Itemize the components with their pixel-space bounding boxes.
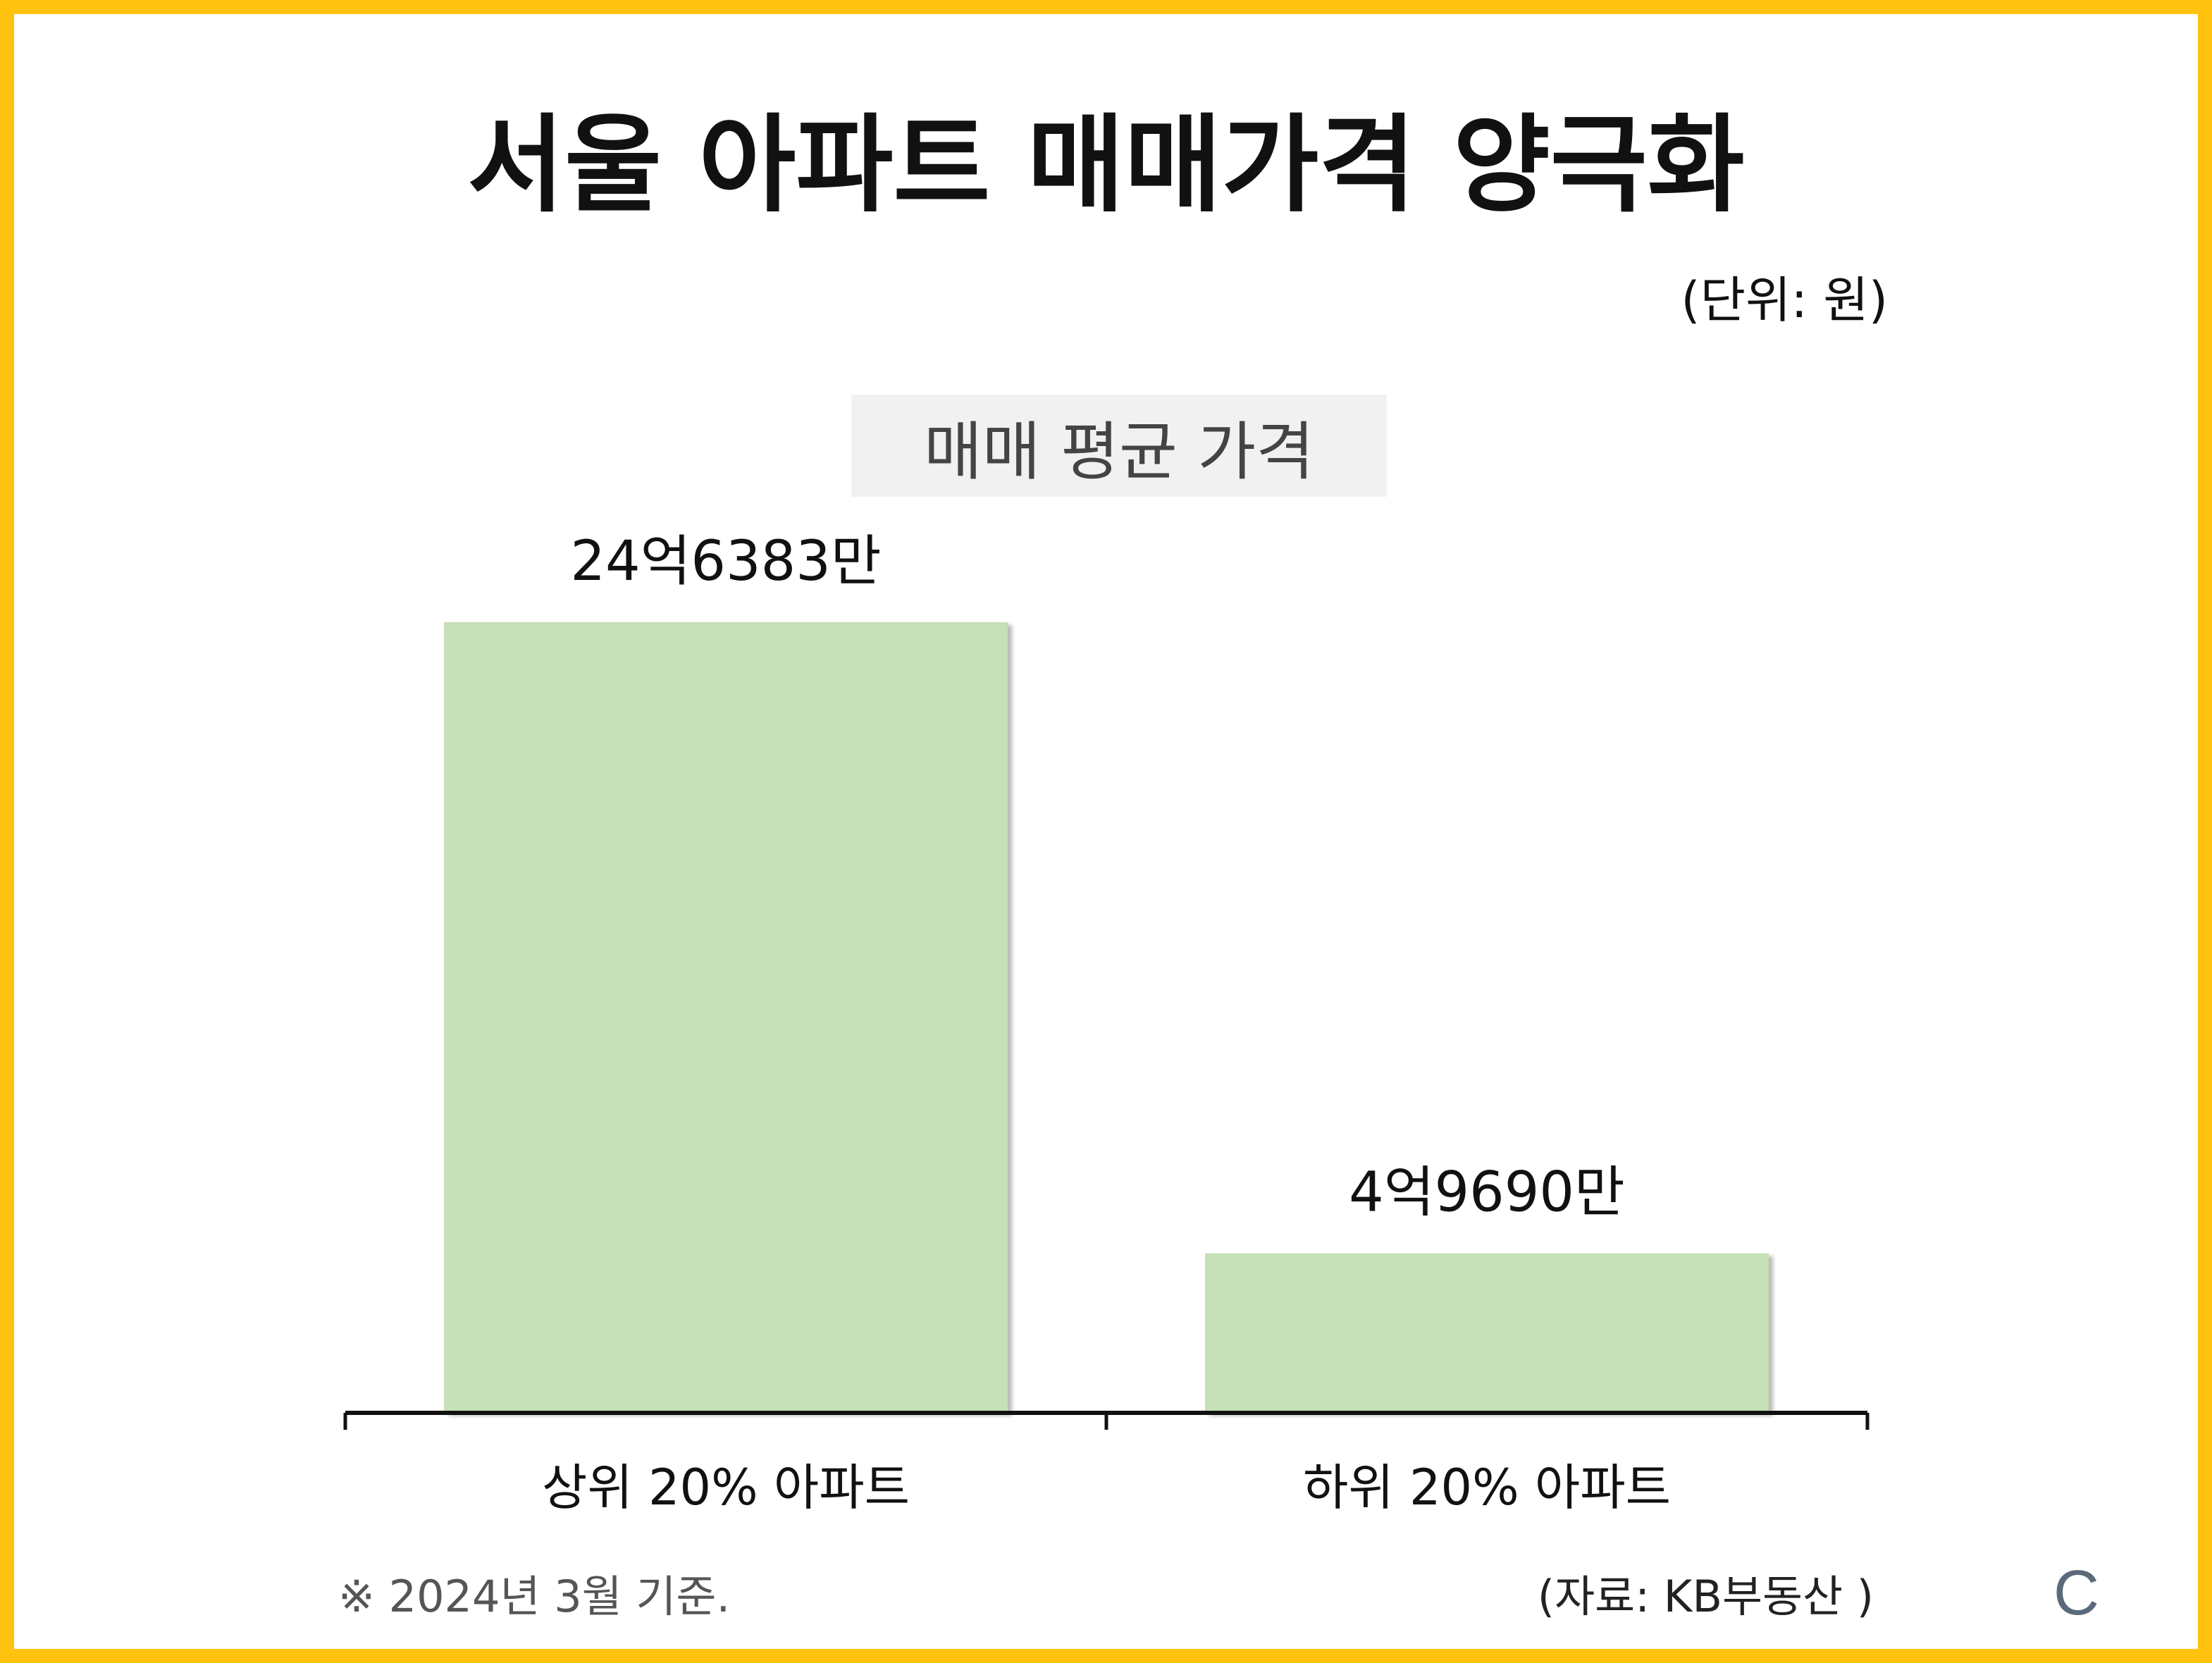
brand-logo: C <box>2053 1558 2099 1628</box>
chart-title: 매매 평균 가격 <box>923 414 1315 489</box>
bar-2 <box>1205 1253 1769 1413</box>
page-title: 서울 아파트 매매가격 양극화 <box>467 104 1745 227</box>
footnote: ※ 2024년 3월 기준. <box>338 1571 731 1622</box>
data-label-2: 4억9690만 <box>1349 1161 1625 1225</box>
unit-label: (단위: 원) <box>1681 271 1888 329</box>
data-label-1: 24억6383만 <box>570 530 881 593</box>
bar-1 <box>444 622 1008 1413</box>
chart-title-box: 매매 평균 가격 <box>851 395 1387 497</box>
category-label-1: 상위 20% 아파트 <box>542 1459 910 1516</box>
source-note: (자료: KB부동산 ) <box>1537 1571 1874 1622</box>
category-label-2: 하위 20% 아파트 <box>1303 1459 1671 1516</box>
